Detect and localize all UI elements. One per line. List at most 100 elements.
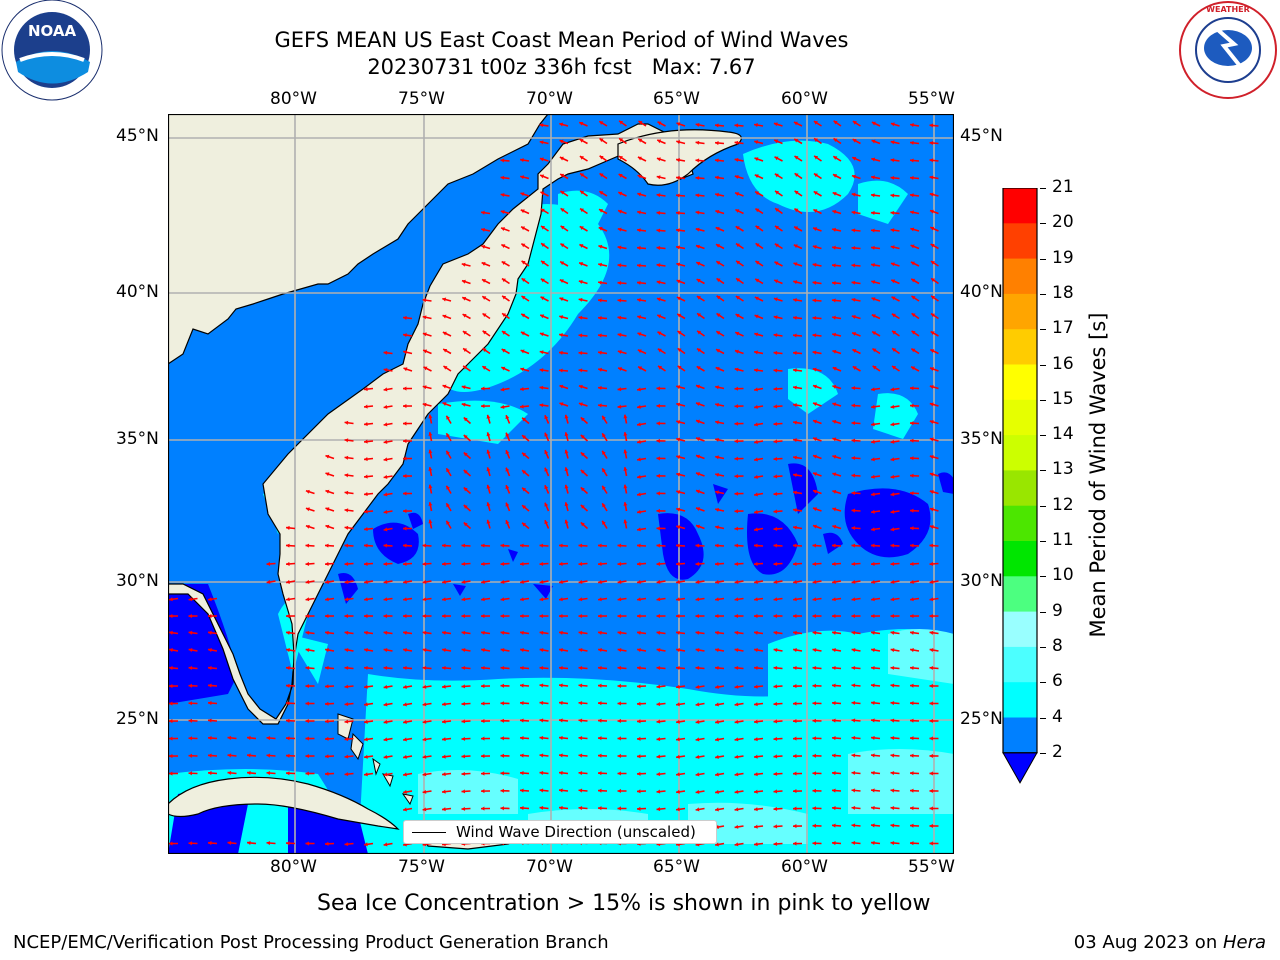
- wave-direction-arrowhead: [734, 404, 739, 409]
- wave-direction-arrowhead: [871, 753, 875, 758]
- wave-direction-arrowhead: [754, 457, 758, 462]
- wave-direction-arrowhead: [521, 226, 526, 231]
- wave-direction-arrowhead: [890, 665, 895, 671]
- wave-direction-arrowhead: [793, 525, 797, 530]
- wave-direction-arrowhead: [676, 210, 680, 216]
- wave-direction-arrowhead: [715, 665, 719, 671]
- wave-direction-arrowhead: [851, 280, 856, 285]
- wave-direction-arrowhead: [715, 192, 720, 197]
- wave-direction-arrowhead: [637, 665, 641, 671]
- wave-direction-arrowhead: [443, 348, 448, 353]
- colorbar-tick-mark: [1040, 329, 1046, 331]
- wave-direction-arrowhead: [463, 470, 468, 474]
- wave-direction-arrowhead: [851, 245, 856, 251]
- wave-direction-arrowhead: [851, 753, 856, 758]
- wave-direction-arrowhead: [442, 737, 446, 742]
- wave-direction-arrowhead: [812, 736, 816, 741]
- wave-direction-arrowhead: [286, 718, 290, 723]
- wave-direction-arrowhead: [851, 735, 856, 741]
- wave-direction-arrowhead: [851, 438, 856, 443]
- wave-direction-arrowhead: [463, 487, 468, 492]
- wave-direction-arrowhead: [754, 123, 758, 128]
- wave-direction-arrowhead: [793, 771, 797, 776]
- wave-direction-arrowhead: [266, 840, 271, 846]
- wave-direction-arrowhead: [403, 473, 407, 479]
- wave-direction-arrowhead: [344, 842, 349, 847]
- wave-direction-arrowhead: [540, 191, 545, 196]
- wave-direction-arrowhead: [890, 474, 895, 479]
- wave-direction-arrowhead: [364, 597, 368, 602]
- wave-direction-arrowhead: [812, 630, 817, 635]
- wave-direction-arrowhead: [773, 386, 778, 391]
- wave-direction-arrowhead: [623, 414, 628, 419]
- wave-direction-arrowhead: [890, 422, 895, 427]
- colorbar-tick-mark: [1040, 646, 1046, 648]
- wave-direction-arrowhead: [505, 502, 510, 507]
- wave-direction-arrowhead: [188, 665, 193, 671]
- wave-direction-arrowhead: [812, 648, 817, 653]
- wave-direction-arrowhead: [734, 789, 739, 794]
- graticule: [168, 114, 954, 854]
- wave-direction-arrowhead: [540, 174, 545, 179]
- wave-direction-arrowhead: [520, 561, 524, 567]
- wave-direction-arrowhead: [247, 753, 251, 758]
- wave-direction-arrowhead: [617, 701, 621, 706]
- wave-direction-arrowhead: [871, 404, 875, 409]
- wave-direction-arrowhead: [812, 245, 817, 249]
- wave-direction-arrowhead: [890, 561, 895, 567]
- wave-direction-arrowhead: [617, 298, 622, 303]
- wave-direction-arrowhead: [929, 454, 934, 459]
- wave-direction-arrowhead: [344, 702, 349, 707]
- wave-direction-arrowhead: [832, 366, 837, 371]
- wave-direction-arrowhead: [481, 665, 485, 671]
- wave-direction-arrowhead: [422, 807, 427, 812]
- wave-direction-arrowhead: [637, 719, 641, 724]
- wave-direction-arrowhead: [656, 508, 660, 513]
- wave-direction-arrowhead: [539, 805, 544, 810]
- wave-direction-arrowhead: [734, 597, 739, 602]
- map-frame: [168, 114, 954, 854]
- land-north-america: [168, 114, 694, 725]
- lon-label-top-80w: 80°W: [270, 89, 317, 109]
- wave-direction-arrowhead: [364, 579, 368, 584]
- wave-direction-arrowhead: [446, 433, 450, 438]
- wave-direction-arrowhead: [364, 684, 368, 689]
- wave-direction-arrowhead: [832, 736, 836, 741]
- wave-direction-arrowhead: [461, 665, 466, 671]
- wave-direction-arrowhead: [637, 422, 641, 427]
- map-panel: [168, 114, 954, 854]
- wave-direction-arrowhead: [522, 505, 527, 509]
- wave-direction-arrowhead: [871, 157, 876, 162]
- wave-direction-arrowhead: [656, 579, 661, 584]
- wave-direction-arrowhead: [911, 348, 916, 353]
- wave-direction-arrowhead: [871, 422, 875, 427]
- lat-label-right-30n: 30°N: [960, 571, 1003, 591]
- wave-direction-arrowhead: [422, 665, 427, 671]
- wave-direction-arrowhead: [676, 472, 681, 477]
- wave-direction-arrowhead: [793, 806, 797, 811]
- colorbar-tick-mark: [1040, 293, 1046, 295]
- wave-direction-arrowhead: [579, 244, 584, 248]
- wave-direction-arrowhead: [851, 473, 856, 478]
- wave-direction-arrowhead: [461, 279, 466, 284]
- wave-direction-arrowhead: [832, 507, 837, 512]
- wave-direction-arrowhead: [695, 648, 700, 653]
- wave-direction-arrowhead: [676, 579, 680, 584]
- wave-direction-arrowhead: [364, 439, 368, 444]
- wave-direction-arrowhead: [544, 450, 549, 455]
- wave-direction-arrowhead: [617, 245, 622, 250]
- wave-direction-arrowhead: [461, 719, 466, 724]
- wave-direction-arrowhead: [852, 121, 857, 125]
- wave-direction-arrowhead: [617, 315, 622, 320]
- colorbar-segment: [1003, 329, 1037, 365]
- wave-direction-arrowhead: [851, 788, 856, 793]
- wave-direction-arrowhead: [911, 330, 916, 335]
- wave-direction-arrowhead: [773, 439, 778, 444]
- wave-direction-arrowhead: [500, 683, 505, 688]
- wave-direction-arrowhead: [428, 467, 433, 471]
- wave-direction-arrowhead: [364, 630, 368, 635]
- wave-direction-arrowhead: [832, 332, 837, 337]
- wave-direction-arrowhead: [851, 823, 856, 828]
- wave-direction-arrowhead: [890, 788, 895, 793]
- wave-direction-arrowhead: [813, 419, 817, 424]
